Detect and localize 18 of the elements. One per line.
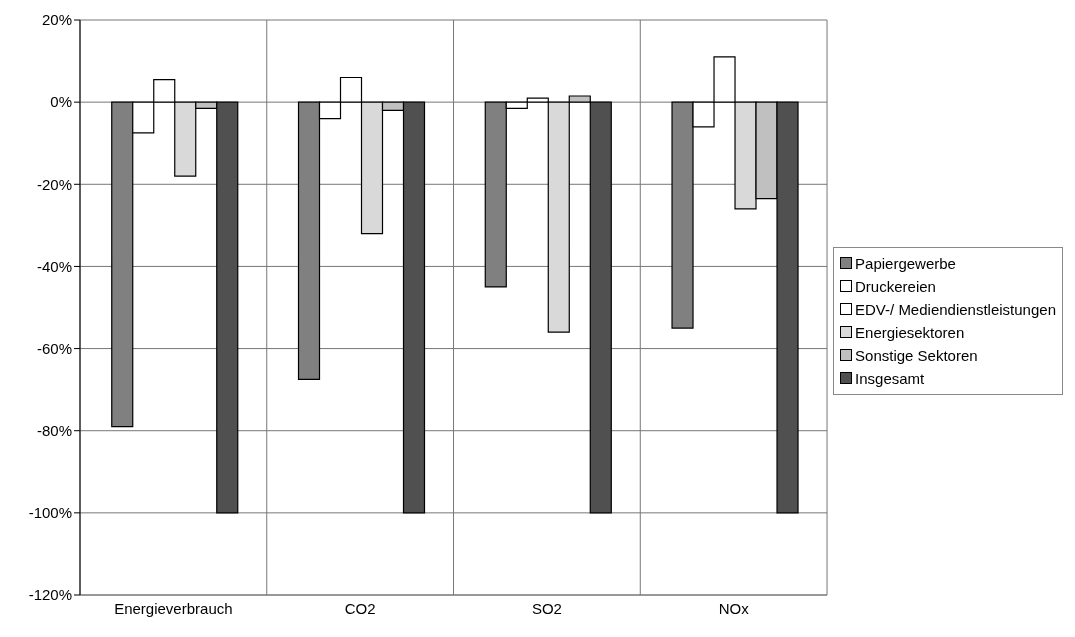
legend-label: Insgesamt	[855, 368, 925, 389]
y-tick-label: -100%	[28, 504, 72, 522]
legend-label: Druckereien	[855, 276, 936, 297]
x-tick-label: NOx	[718, 599, 750, 617]
legend-label: EDV-/ Mediendienstleistungen	[855, 299, 1056, 320]
y-tick-label: -80%	[36, 422, 72, 440]
y-tick-label: -60%	[36, 339, 72, 357]
x-tick-label: Energieverbrauch	[114, 599, 233, 617]
legend-label: Energiesektoren	[855, 322, 965, 343]
y-tick-label: -120%	[28, 586, 72, 604]
x-tick-label: SO2	[531, 599, 562, 617]
legend-label: Sonstige Sektoren	[855, 345, 978, 366]
legend-label: Papiergewerbe	[855, 253, 956, 274]
x-tick-label: CO2	[344, 599, 376, 617]
y-tick-label: 20%	[41, 11, 72, 29]
y-tick-label: -20%	[36, 175, 72, 193]
y-tick-label: 0%	[50, 93, 72, 111]
y-tick-label: -40%	[36, 257, 72, 275]
